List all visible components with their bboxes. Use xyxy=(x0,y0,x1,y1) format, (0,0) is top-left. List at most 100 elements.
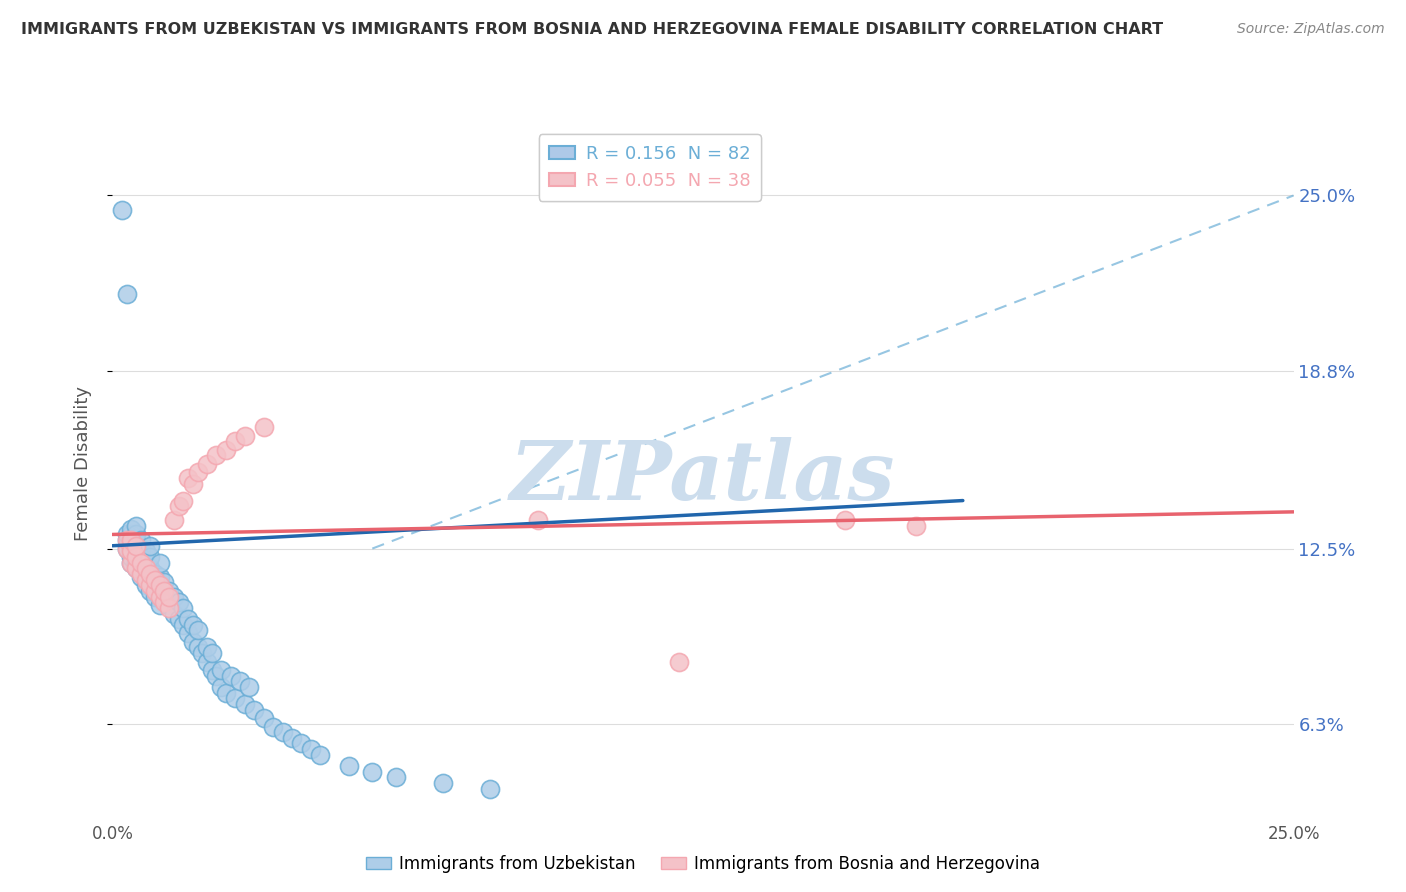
Point xyxy=(129,556,152,570)
Point xyxy=(299,742,322,756)
Point xyxy=(167,612,190,626)
Point xyxy=(233,697,256,711)
Point xyxy=(129,570,152,584)
Point xyxy=(129,541,152,556)
Legend: Immigrants from Uzbekistan, Immigrants from Bosnia and Herzegovina: Immigrants from Uzbekistan, Immigrants f… xyxy=(360,848,1046,880)
Point xyxy=(115,287,138,301)
Point xyxy=(125,539,148,553)
Y-axis label: Female Disability: Female Disability xyxy=(73,386,91,541)
Point xyxy=(385,771,408,785)
Point xyxy=(125,541,148,556)
Point xyxy=(153,595,176,609)
Point xyxy=(129,549,152,565)
Point xyxy=(163,607,186,621)
Point xyxy=(120,536,142,550)
Point xyxy=(243,703,266,717)
Point xyxy=(432,776,454,790)
Point xyxy=(191,646,214,660)
Point xyxy=(172,601,194,615)
Point xyxy=(153,590,176,604)
Point xyxy=(281,731,304,745)
Point xyxy=(129,567,152,582)
Point xyxy=(177,471,200,485)
Point xyxy=(215,442,238,457)
Point xyxy=(135,567,157,582)
Point xyxy=(139,549,162,565)
Text: Source: ZipAtlas.com: Source: ZipAtlas.com xyxy=(1237,22,1385,37)
Point xyxy=(271,725,294,739)
Point xyxy=(125,519,148,533)
Point xyxy=(120,533,142,548)
Point xyxy=(195,655,218,669)
Point xyxy=(139,573,162,587)
Point xyxy=(135,544,157,558)
Point xyxy=(167,595,190,609)
Point xyxy=(125,556,148,570)
Point xyxy=(172,618,194,632)
Point xyxy=(115,541,138,556)
Point xyxy=(125,527,148,541)
Point xyxy=(125,533,148,548)
Point xyxy=(149,590,172,604)
Point xyxy=(115,533,138,548)
Point xyxy=(135,573,157,587)
Point xyxy=(120,556,142,570)
Point xyxy=(181,476,204,491)
Point xyxy=(834,513,856,527)
Point xyxy=(115,533,138,548)
Point xyxy=(172,493,194,508)
Point xyxy=(157,601,180,615)
Point xyxy=(337,759,360,773)
Point xyxy=(668,655,690,669)
Point xyxy=(153,584,176,599)
Point xyxy=(143,590,166,604)
Point xyxy=(157,590,180,604)
Point xyxy=(229,674,252,689)
Point xyxy=(125,561,148,575)
Text: 0.0%: 0.0% xyxy=(91,825,134,843)
Point xyxy=(120,544,142,558)
Point xyxy=(205,449,228,463)
Point xyxy=(149,584,172,599)
Point xyxy=(186,640,208,655)
Point xyxy=(205,669,228,683)
Point xyxy=(129,533,152,548)
Point xyxy=(181,618,204,632)
Point xyxy=(115,541,138,556)
Point xyxy=(149,578,172,592)
Point xyxy=(125,547,148,561)
Point xyxy=(143,578,166,592)
Point xyxy=(195,640,218,655)
Point xyxy=(157,584,180,599)
Point xyxy=(120,541,142,556)
Point xyxy=(153,575,176,590)
Point xyxy=(177,626,200,640)
Point xyxy=(186,624,208,638)
Point xyxy=(181,635,204,649)
Point xyxy=(125,549,148,565)
Point xyxy=(253,420,276,434)
Point xyxy=(139,567,162,582)
Point xyxy=(526,513,548,527)
Point xyxy=(262,719,284,733)
Legend: R = 0.156  N = 82, R = 0.055  N = 38: R = 0.156 N = 82, R = 0.055 N = 38 xyxy=(538,134,761,201)
Point xyxy=(309,747,332,762)
Point xyxy=(479,781,502,796)
Point xyxy=(143,584,166,599)
Point xyxy=(201,663,224,677)
Point xyxy=(120,522,142,536)
Point xyxy=(167,500,190,514)
Point xyxy=(115,527,138,541)
Point xyxy=(139,584,162,599)
Point xyxy=(129,561,152,575)
Point xyxy=(143,573,166,587)
Point xyxy=(201,646,224,660)
Point xyxy=(904,519,927,533)
Text: ZIPatlas: ZIPatlas xyxy=(510,437,896,517)
Point xyxy=(143,567,166,582)
Point xyxy=(135,556,157,570)
Text: IMMIGRANTS FROM UZBEKISTAN VS IMMIGRANTS FROM BOSNIA AND HERZEGOVINA FEMALE DISA: IMMIGRANTS FROM UZBEKISTAN VS IMMIGRANTS… xyxy=(21,22,1163,37)
Point xyxy=(209,680,232,694)
Point xyxy=(139,539,162,553)
Point xyxy=(120,527,142,541)
